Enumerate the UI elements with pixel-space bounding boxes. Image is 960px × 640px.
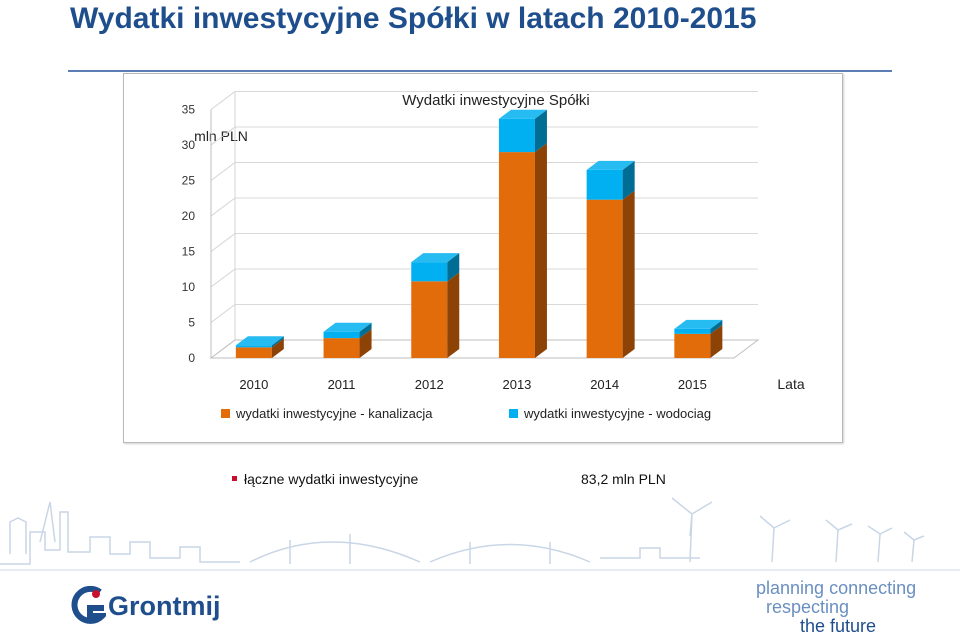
chart: Wydatki inwestycyjne Spółki mln PLN Lata… [182, 91, 805, 421]
legend-label: wydatki inwestycyjne - wodociag [523, 406, 711, 421]
bar-side [271, 338, 284, 358]
floor [209, 339, 760, 359]
y-tick-label: 30 [182, 138, 196, 152]
gridline [210, 268, 236, 288]
title-divider [68, 70, 892, 72]
skyline-illustration-icon [0, 497, 960, 571]
y-tick-label: 0 [188, 351, 195, 365]
bar-front [586, 169, 623, 200]
y-axis-label: mln PLN [194, 128, 248, 144]
y-tick-label: 15 [182, 245, 196, 259]
bar-side [534, 143, 547, 358]
bar-side [710, 324, 723, 358]
bar-front [674, 328, 711, 334]
gridline [210, 91, 236, 110]
chart-frame: Wydatki inwestycyjne Spółki mln PLN Lata… [123, 73, 843, 443]
bar-side [447, 272, 460, 358]
bar-2010-series-1 [235, 338, 284, 358]
bar-top [586, 160, 635, 170]
tagline: planning connecting respecting the futur… [756, 579, 956, 636]
grid [209, 91, 760, 359]
y-tick-label: 5 [188, 316, 195, 330]
bar-side [622, 190, 635, 358]
bar-side [447, 253, 460, 282]
y-tick-label: 10 [182, 280, 196, 294]
bar-side [359, 329, 372, 358]
y-axis-ticks: 0 5 10 15 20 25 30 35 [182, 103, 196, 366]
bar-front [586, 199, 623, 358]
bar-2011-series-2 [323, 322, 372, 339]
bar-2012-series-1 [411, 272, 460, 358]
bar-2011-series-1 [323, 329, 372, 358]
bar-front [411, 262, 448, 282]
bar-top [498, 109, 547, 119]
tagline-line-3: the future [800, 616, 877, 636]
y-tick-label: 20 [182, 209, 196, 223]
bar-front [323, 338, 360, 358]
bar-side [710, 319, 723, 334]
x-axis-ticks: 2010 2011 2012 2013 2014 2015 [239, 377, 706, 392]
gridline [210, 304, 236, 323]
gridline [210, 162, 236, 181]
bar-front [323, 331, 360, 339]
y-tick-label: 25 [182, 174, 196, 188]
bar-side [622, 160, 635, 200]
chart-title: Wydatki inwestycyjne Spółki [402, 92, 589, 109]
bars [235, 109, 723, 358]
bar-front [674, 333, 711, 358]
bar-top [323, 322, 372, 332]
tagline-line-2: respecting [766, 597, 850, 617]
legend-item-2: wydatki inwestycyjne - wodociag [509, 406, 711, 421]
bar-side [271, 336, 284, 348]
grontmij-logo-icon [71, 586, 106, 624]
summary-bullet-icon [232, 476, 237, 481]
bar-2010-series-2 [235, 336, 284, 348]
x-tick-label: 2014 [590, 377, 619, 392]
y-tick-label: 35 [182, 103, 196, 117]
logo-text: Grontmij [108, 591, 221, 621]
bar-side [359, 322, 372, 339]
x-axis-label: Lata [777, 376, 804, 392]
bar-2015-series-1 [674, 324, 723, 358]
bar-top [674, 319, 723, 329]
bar-front [498, 118, 535, 153]
gridline [210, 126, 236, 146]
tagline-line-1: planning connecting [756, 578, 917, 598]
gridline [210, 233, 236, 252]
gridline [210, 197, 236, 217]
bar-2013-series-2 [498, 109, 547, 153]
bar-2015-series-2 [674, 319, 723, 334]
x-tick-label: 2011 [328, 377, 356, 392]
summary-line: łączne wydatki inwestycyjne 83,2 mln PLN [232, 471, 682, 489]
bar-2013-series-1 [498, 143, 547, 358]
summary-value: 83,2 mln PLN [581, 471, 666, 487]
slide-title: Wydatki inwestycyjne Spółki w latach 201… [70, 2, 757, 35]
bar-front [235, 347, 272, 358]
bar-2014-series-2 [586, 160, 635, 200]
bar-front [498, 152, 535, 358]
legend-label: wydatki inwestycyjne - kanalizacja [235, 406, 433, 421]
grontmij-logo: Grontmij [70, 584, 230, 634]
x-tick-label: 2010 [239, 377, 268, 392]
bar-front [411, 281, 448, 358]
bar-side [534, 109, 547, 153]
legend-swatch [509, 409, 518, 418]
bar-2014-series-1 [586, 190, 635, 358]
x-tick-label: 2013 [502, 377, 531, 392]
summary-label: łączne wydatki inwestycyjne [244, 471, 419, 487]
legend: wydatki inwestycyjne - kanalizacja wydatk… [221, 406, 711, 421]
bar-top [235, 336, 284, 346]
x-tick-label: 2015 [678, 377, 707, 392]
bar-front [235, 345, 272, 348]
x-tick-label: 2012 [415, 377, 444, 392]
bar-2012-series-2 [411, 253, 460, 282]
bar-top [411, 253, 460, 263]
legend-item-1: wydatki inwestycyjne - kanalizacja [221, 406, 433, 421]
legend-swatch [221, 409, 230, 418]
